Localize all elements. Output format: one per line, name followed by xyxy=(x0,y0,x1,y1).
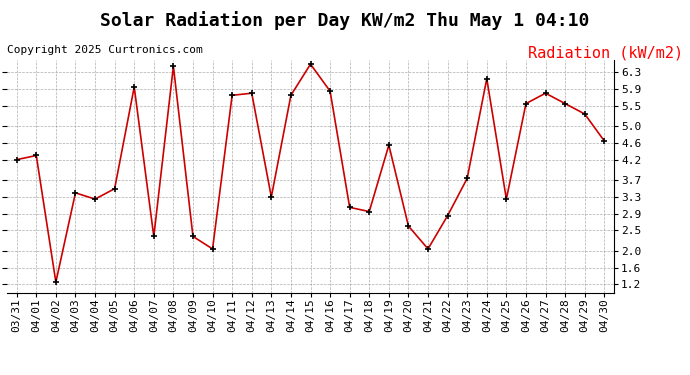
Text: Solar Radiation per Day KW/m2 Thu May 1 04:10: Solar Radiation per Day KW/m2 Thu May 1 … xyxy=(100,11,590,30)
Text: Radiation (kW/m2): Radiation (kW/m2) xyxy=(528,45,683,60)
Text: Copyright 2025 Curtronics.com: Copyright 2025 Curtronics.com xyxy=(7,45,203,55)
